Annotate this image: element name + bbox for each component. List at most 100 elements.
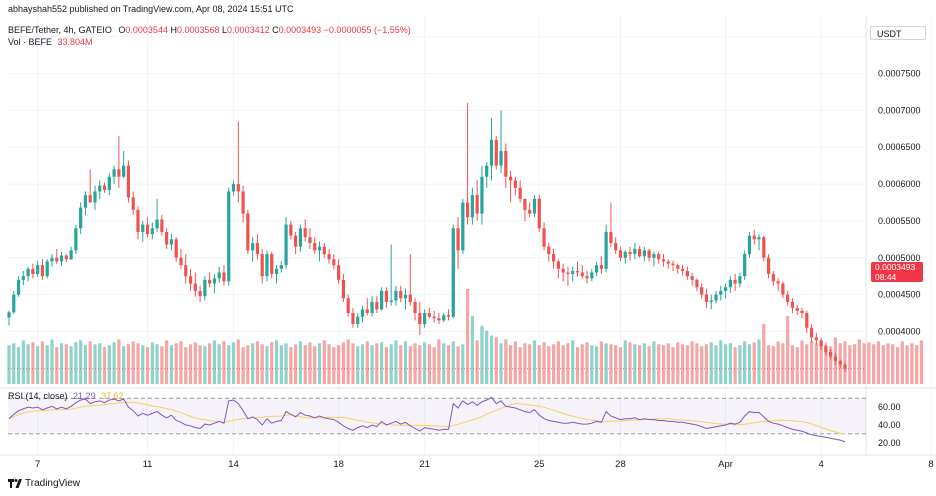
candle-body (475, 195, 479, 214)
candle-body (308, 237, 312, 244)
volume-bar (461, 344, 465, 384)
volume-bar (270, 342, 274, 384)
volume-bar (714, 345, 718, 384)
symbol-title[interactable]: BEFE/Tether, 4h, GATEIO (8, 25, 112, 35)
price-tick-label: 0.0006500 (878, 142, 921, 152)
candle-body (227, 191, 231, 282)
volume-legend[interactable]: Vol · BEFE 33.804M (8, 37, 93, 47)
candle-body (714, 294, 718, 301)
volume-bar (575, 347, 580, 384)
volume-bar (556, 341, 560, 384)
volume-bar (446, 345, 451, 384)
candle-body (375, 301, 379, 310)
time-tick-label: 4 (818, 459, 823, 470)
candle-body (451, 228, 455, 317)
volume-bar (222, 341, 226, 384)
volume-bar (623, 340, 627, 384)
candles (7, 103, 866, 372)
currency-label: USDT (877, 29, 902, 39)
volume-bar (40, 341, 45, 384)
volume-bar (795, 347, 799, 384)
currency-selector[interactable]: USDT (870, 26, 926, 40)
volume-bar (260, 344, 264, 384)
candle-body (102, 185, 107, 190)
candle-body (122, 165, 126, 177)
candle-body (771, 273, 775, 282)
candle-body (485, 165, 489, 177)
candle-body (55, 257, 59, 262)
candle-body (518, 187, 522, 199)
volume-bar (64, 344, 68, 384)
candle-body (786, 294, 790, 302)
candle-body (571, 271, 575, 274)
candle-body (499, 150, 503, 166)
candle-body (260, 254, 264, 277)
candle-body (819, 340, 823, 347)
candle-body (246, 213, 250, 251)
rsi-legend[interactable]: RSI (14, close) 21.29 37.62 (8, 391, 124, 401)
volume-bar (298, 341, 303, 384)
candle-body (265, 254, 269, 277)
candle-body (728, 279, 732, 288)
volume-bar (174, 343, 178, 384)
time-tick-label: Apr (718, 459, 733, 470)
volume-bar (757, 339, 761, 384)
candle-body (594, 265, 599, 273)
rsi-tick-label: 40.00 (878, 420, 901, 430)
candle-body (461, 202, 465, 251)
volume-bar (394, 340, 398, 384)
rsi-label: RSI (14, close) (8, 391, 68, 401)
volume-bar (485, 330, 489, 384)
volume-bar (680, 344, 685, 384)
candle-body (604, 231, 608, 269)
candle-body (833, 356, 838, 361)
volume-bar (504, 339, 508, 384)
candle-body (838, 360, 842, 365)
volume-bar (317, 343, 322, 384)
volume-bar (327, 344, 331, 384)
candle-body (270, 254, 274, 274)
time-tick-label: 11 (143, 459, 153, 470)
volume-bar (494, 337, 498, 384)
candle-body (179, 257, 183, 266)
candle-body (289, 224, 293, 236)
time-tick-label: 28 (615, 459, 626, 470)
rsi-line (8, 396, 846, 443)
symbol-legend[interactable]: BEFE/Tether, 4h, GATEIO O0.0003544 H0.00… (8, 25, 411, 35)
low-value: 0.0003412 (227, 25, 270, 35)
candle-body (680, 268, 685, 272)
volume-bar (580, 344, 584, 384)
price-change: −0.0000055 (−1.55%) (323, 25, 411, 35)
volume-bar (547, 346, 551, 384)
volume-bar (676, 342, 680, 384)
volume-bar (790, 345, 795, 384)
candle-body (757, 237, 761, 240)
volume-bar (704, 344, 709, 384)
volume-bar (886, 343, 890, 384)
rsi-tick-label: 60.00 (878, 402, 901, 412)
candle-body (618, 250, 623, 258)
candle-body (752, 235, 756, 240)
candle-body (346, 298, 350, 314)
volume-bar (16, 347, 21, 384)
volume-bar (155, 344, 159, 384)
volume-bar (518, 347, 522, 384)
candle-body (413, 301, 417, 314)
volume-bar (900, 341, 904, 384)
volume-bar (628, 342, 632, 384)
volume-bar (208, 343, 212, 384)
tradingview-logo[interactable]: TradingView (8, 478, 80, 489)
volume-bar (21, 340, 25, 384)
candle-body (40, 265, 45, 277)
volume-bar (743, 341, 747, 384)
candle-body (513, 180, 517, 188)
candle-body (432, 316, 436, 319)
volume-bar (709, 342, 713, 384)
candle-body (136, 209, 140, 232)
last-price-tag: 0.0003493 08:44 (871, 262, 923, 282)
volume-bar (203, 346, 207, 384)
candle-body (198, 290, 202, 297)
volume-bar (375, 343, 379, 384)
volume-bar (184, 347, 188, 384)
